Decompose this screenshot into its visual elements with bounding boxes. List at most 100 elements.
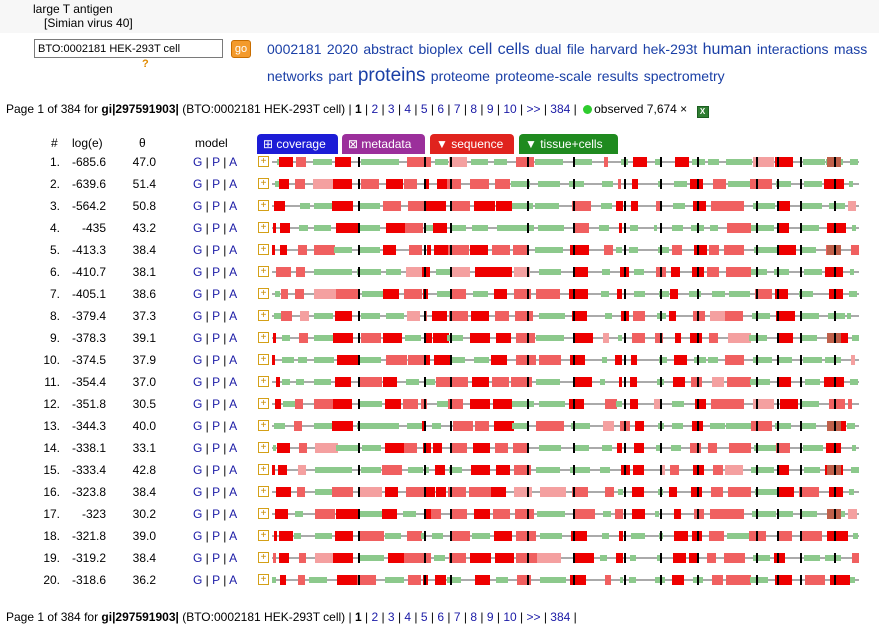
expand-icon[interactable]: + [258, 442, 269, 453]
model-link-p[interactable]: P [212, 155, 220, 169]
model-link-p[interactable]: P [212, 287, 220, 301]
tag-cloud-term[interactable]: results [597, 68, 639, 84]
page-link[interactable]: 9 [486, 102, 494, 116]
model-link-g[interactable]: G [193, 353, 203, 367]
model-link-g[interactable]: G [193, 529, 203, 543]
coverage-map[interactable] [272, 572, 859, 588]
coverage-map[interactable] [272, 506, 859, 522]
page-link[interactable]: 6 [437, 610, 445, 624]
page-link[interactable]: 7 [453, 610, 461, 624]
tag-cloud-term[interactable]: proteome [430, 68, 490, 84]
model-link-a[interactable]: A [229, 397, 238, 411]
coverage-map[interactable] [272, 352, 859, 368]
coverage-map[interactable] [272, 264, 859, 280]
model-link-p[interactable]: P [212, 199, 220, 213]
tag-cloud-term[interactable]: spectrometry [643, 68, 725, 84]
tag-cloud-term[interactable]: hek-293t [642, 41, 698, 57]
expand-icon[interactable]: + [258, 178, 269, 189]
model-link-p[interactable]: P [212, 419, 220, 433]
coverage-map[interactable] [272, 528, 859, 544]
tag-cloud-term[interactable]: harvard [590, 41, 638, 57]
coverage-map[interactable] [272, 154, 859, 170]
tag-cloud-term[interactable]: mass [833, 41, 868, 57]
model-link-p[interactable]: P [212, 243, 220, 257]
model-link-g[interactable]: G [193, 177, 203, 191]
model-link-a[interactable]: A [229, 199, 238, 213]
model-link-a[interactable]: A [229, 353, 238, 367]
coverage-map[interactable] [272, 242, 859, 258]
model-link-g[interactable]: G [193, 551, 203, 565]
model-link-a[interactable]: A [229, 507, 238, 521]
page-link[interactable]: 4 [404, 610, 412, 624]
tag-cloud-term[interactable]: networks [267, 68, 324, 84]
model-link-a[interactable]: A [229, 419, 238, 433]
column-header-loge[interactable]: log(e) [72, 136, 103, 150]
expand-icon[interactable]: + [258, 354, 269, 365]
model-link-g[interactable]: G [193, 309, 203, 323]
page-link[interactable]: 10 [503, 610, 517, 624]
tag-cloud-term[interactable]: abstract [363, 41, 414, 57]
coverage-map[interactable] [272, 396, 859, 412]
tab-coverage[interactable]: ⊞ coverage [257, 134, 338, 154]
coverage-map[interactable] [272, 550, 859, 566]
page-link[interactable]: 2 [371, 102, 379, 116]
page-link[interactable]: 5 [420, 610, 428, 624]
expand-icon[interactable]: + [258, 530, 269, 541]
tab-sequence[interactable]: ▼ sequence [430, 134, 514, 154]
help-link[interactable]: ? [142, 58, 149, 70]
model-link-g[interactable]: G [193, 199, 203, 213]
model-link-p[interactable]: P [212, 331, 220, 345]
model-link-g[interactable]: G [193, 287, 203, 301]
model-link-g[interactable]: G [193, 155, 203, 169]
model-link-p[interactable]: P [212, 485, 220, 499]
model-link-a[interactable]: A [229, 463, 238, 477]
model-link-p[interactable]: P [212, 507, 220, 521]
coverage-map[interactable] [272, 220, 859, 236]
page-link[interactable]: 9 [486, 610, 494, 624]
tag-cloud-term[interactable]: part [328, 68, 353, 84]
page-link[interactable]: >> [526, 610, 541, 624]
coverage-map[interactable] [272, 418, 859, 434]
tag-cloud-term[interactable]: file [566, 41, 585, 57]
tag-cloud-term[interactable]: human [702, 41, 752, 58]
model-link-p[interactable]: P [212, 353, 220, 367]
model-link-p[interactable]: P [212, 441, 220, 455]
tag-cloud-term[interactable]: cell [468, 41, 493, 58]
page-link[interactable]: 7 [453, 102, 461, 116]
tag-cloud-term[interactable]: proteome-scale [495, 68, 592, 84]
model-link-p[interactable]: P [212, 551, 220, 565]
expand-icon[interactable]: + [258, 310, 269, 321]
model-link-a[interactable]: A [229, 529, 238, 543]
search-input[interactable] [34, 39, 223, 58]
model-link-g[interactable]: G [193, 221, 203, 235]
expand-icon[interactable]: + [258, 222, 269, 233]
model-link-g[interactable]: G [193, 573, 203, 587]
tab-tissue-cells[interactable]: ▼ tissue+cells [519, 134, 618, 154]
expand-icon[interactable]: + [258, 464, 269, 475]
coverage-map[interactable] [272, 330, 859, 346]
page-link[interactable]: 384 [550, 102, 571, 116]
model-link-p[interactable]: P [212, 463, 220, 477]
coverage-map[interactable] [272, 198, 859, 214]
page-link[interactable]: 3 [387, 610, 395, 624]
model-link-p[interactable]: P [212, 265, 220, 279]
model-link-a[interactable]: A [229, 375, 238, 389]
model-link-a[interactable]: A [229, 243, 238, 257]
tag-cloud-term[interactable]: bioplex [418, 41, 463, 57]
model-link-g[interactable]: G [193, 419, 203, 433]
model-link-g[interactable]: G [193, 507, 203, 521]
tab-metadata[interactable]: ⊠ metadata [342, 134, 425, 154]
expand-icon[interactable]: + [258, 332, 269, 343]
model-link-p[interactable]: P [212, 221, 220, 235]
page-link[interactable]: >> [526, 102, 541, 116]
expand-icon[interactable]: + [258, 244, 269, 255]
model-link-a[interactable]: A [229, 177, 238, 191]
model-link-a[interactable]: A [229, 287, 238, 301]
model-link-a[interactable]: A [229, 331, 238, 345]
model-link-a[interactable]: A [229, 441, 238, 455]
model-link-a[interactable]: A [229, 309, 238, 323]
model-link-g[interactable]: G [193, 375, 203, 389]
expand-icon[interactable]: + [258, 266, 269, 277]
page-link[interactable]: 4 [404, 102, 412, 116]
model-link-p[interactable]: P [212, 177, 220, 191]
